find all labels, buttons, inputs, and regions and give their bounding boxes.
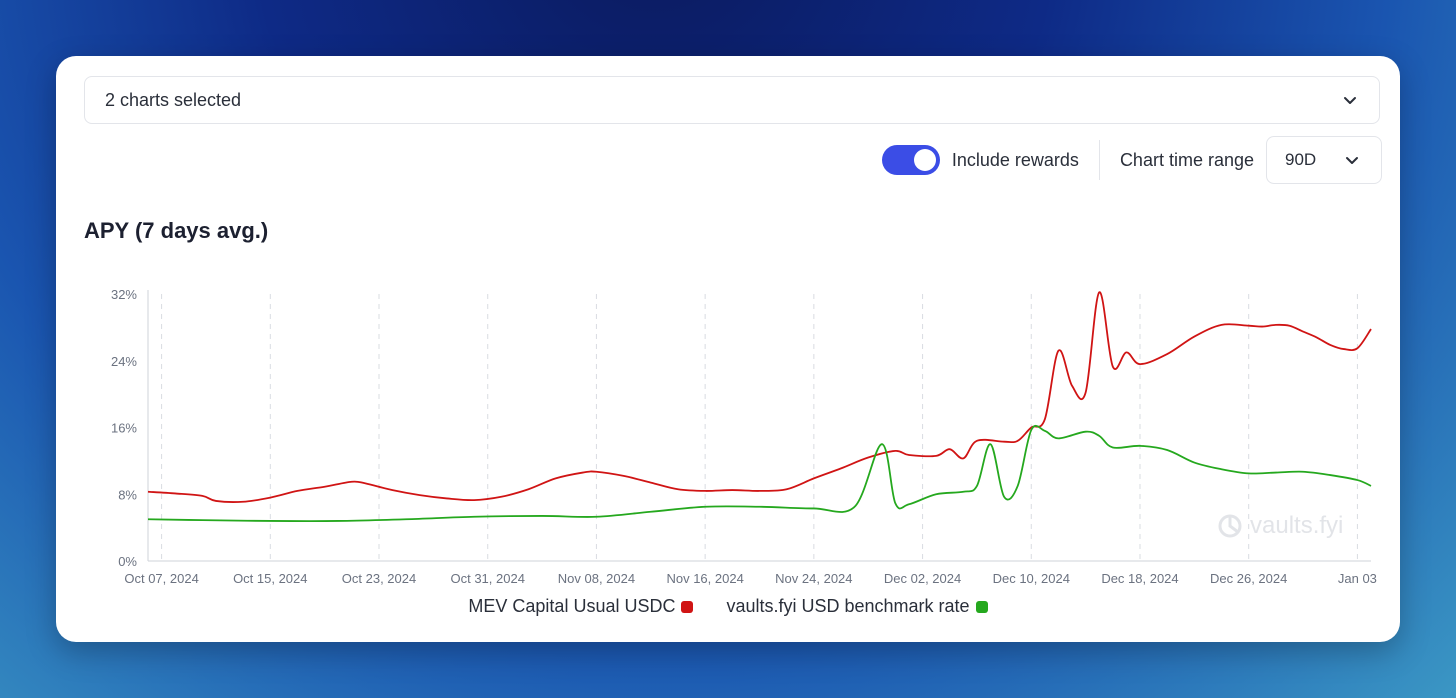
- x-tick-label: Oct 15, 2024: [233, 571, 307, 586]
- time-range-value: 90D: [1285, 150, 1317, 169]
- y-tick-label: 24%: [111, 354, 137, 369]
- legend-swatch: [681, 600, 694, 613]
- chart-legend: MEV Capital Usual USDC vaults.fyi USD be…: [56, 596, 1400, 617]
- include-rewards-toggle[interactable]: [881, 145, 940, 175]
- watermark: vaults.fyi: [1218, 512, 1343, 540]
- y-tick-label: 16%: [111, 421, 137, 436]
- series-line-1: [147, 291, 1372, 503]
- x-tick-label: Dec 02, 2024: [884, 571, 961, 586]
- x-tick-label: Nov 08, 2024: [558, 571, 635, 586]
- chevron-down-icon: [1344, 97, 1356, 104]
- chart-title: APY (7 days avg.): [84, 218, 269, 243]
- x-tick-label: Nov 16, 2024: [666, 571, 743, 586]
- x-tick-label: Dec 26, 2024: [1210, 571, 1287, 586]
- chart-selector-label: 2 charts selected: [105, 89, 242, 110]
- controls-divider: [1098, 140, 1100, 180]
- legend-label: MEV Capital Usual USDC: [468, 596, 676, 616]
- watermark-text: vaults.fyi: [1250, 512, 1344, 539]
- include-rewards-label: Include rewards: [951, 149, 1079, 170]
- chevron-down-icon: [1346, 157, 1358, 164]
- x-tick-label: Oct 07, 2024: [124, 571, 198, 586]
- vaults-logo-icon: [1218, 514, 1242, 538]
- time-range-label: Chart time range: [1119, 149, 1254, 170]
- x-tick-label: Oct 31, 2024: [450, 571, 524, 586]
- y-tick-label: 32%: [111, 287, 137, 302]
- chart-controls: Include rewards Chart time range 90D: [881, 136, 1382, 184]
- legend-label: vaults.fyi USD benchmark rate: [726, 596, 970, 616]
- y-tick-label: 0%: [118, 554, 137, 569]
- chart-card: 2 charts selected Include rewards Chart …: [56, 56, 1400, 642]
- legend-item-series-2[interactable]: vaults.fyi USD benchmark rate: [726, 596, 988, 617]
- legend-swatch: [975, 600, 988, 613]
- x-tick-label: Oct 23, 2024: [342, 571, 416, 586]
- chart-selector-dropdown[interactable]: 2 charts selected: [84, 76, 1380, 124]
- x-tick-label: Jan 03: [1338, 571, 1377, 586]
- series-line-2: [147, 424, 1372, 523]
- toggle-knob: [913, 149, 936, 171]
- legend-item-series-1[interactable]: MEV Capital Usual USDC: [468, 596, 694, 617]
- y-tick-label: 8%: [118, 487, 137, 502]
- apy-line-chart: Oct 07, 2024 Oct 15, 2024 Oct 23, 2024 Oct …: [111, 287, 1377, 586]
- x-tick-label: Nov 24, 2024: [775, 571, 852, 586]
- x-tick-label: Dec 10, 2024: [993, 571, 1070, 586]
- x-tick-label: Dec 18, 2024: [1101, 571, 1178, 586]
- time-range-dropdown[interactable]: 90D: [1266, 136, 1382, 184]
